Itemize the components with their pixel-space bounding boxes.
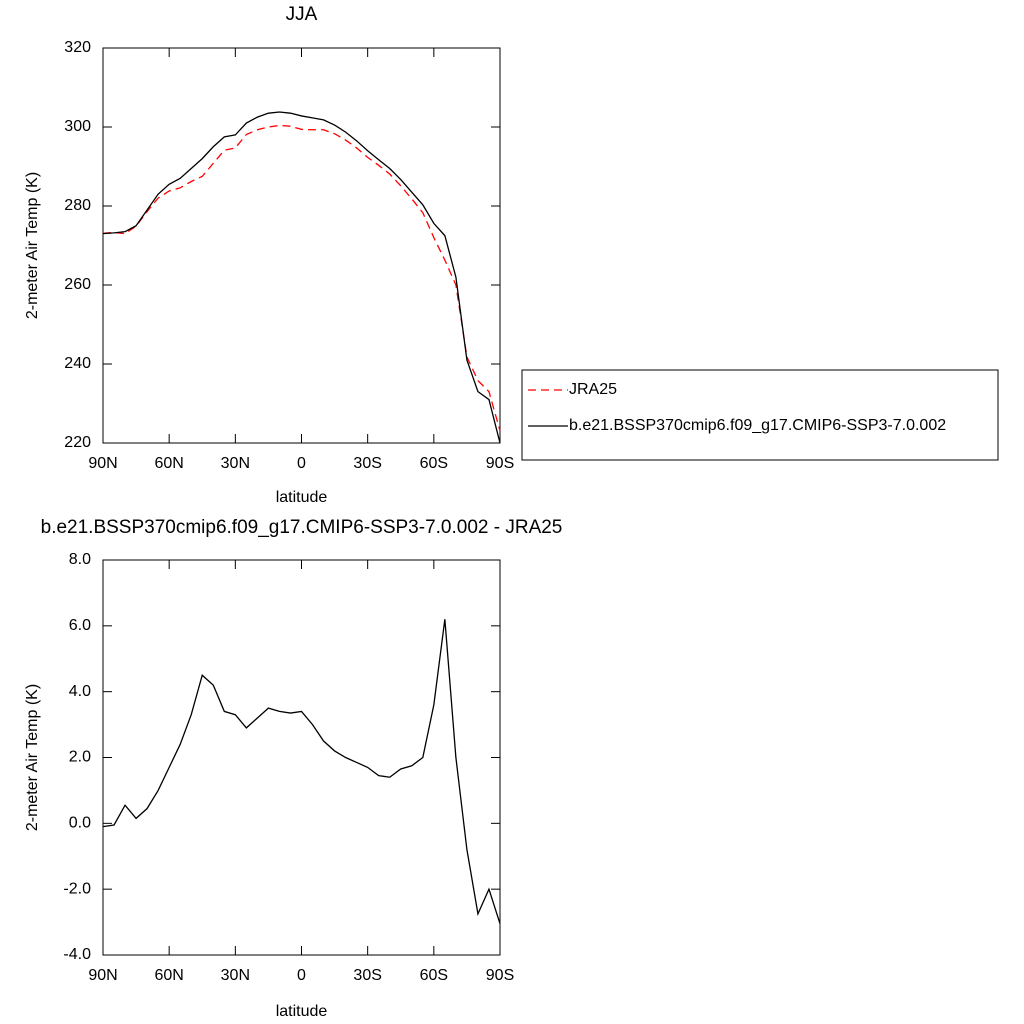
y-tick-label: -2.0 — [63, 880, 91, 897]
x-tick-label: 90S — [486, 967, 514, 984]
y-tick-label: 220 — [64, 434, 91, 451]
plot-frame — [102, 559, 501, 956]
y-tick-label: -4.0 — [63, 946, 91, 963]
x-tick-label: 60S — [420, 455, 448, 472]
y-axis-label: 2-meter Air Temp (K) — [24, 684, 41, 831]
data-line — [102, 111, 501, 444]
data-line — [102, 619, 501, 924]
chart-title: b.e21.BSSP370cmip6.f09_g17.CMIP6-SSP3-7.… — [41, 517, 563, 538]
legend-label: JRA25 — [569, 381, 617, 398]
y-tick-label: 240 — [64, 355, 91, 372]
y-tick-label: 2.0 — [69, 749, 91, 766]
y-axis-label: 2-meter Air Temp (K) — [24, 172, 41, 319]
x-tick-label: 90N — [88, 455, 117, 472]
legend-label: b.e21.BSSP370cmip6.f09_g17.CMIP6-SSP3-7.… — [569, 417, 946, 434]
x-tick-label: 60N — [154, 967, 183, 984]
x-tick-label: 30S — [353, 455, 381, 472]
plot-frame — [102, 47, 501, 444]
y-tick-label: 300 — [64, 118, 91, 135]
chart-title: JJA — [286, 4, 318, 25]
x-tick-label: 30S — [353, 967, 381, 984]
x-tick-label: 90S — [486, 455, 514, 472]
x-tick-label: 60S — [420, 967, 448, 984]
y-tick-label: 320 — [64, 39, 91, 56]
x-tick-label: 60N — [154, 455, 183, 472]
y-tick-label: 0.0 — [69, 815, 91, 832]
y-tick-label: 8.0 — [69, 551, 91, 568]
y-tick-label: 6.0 — [69, 617, 91, 634]
y-tick-label: 4.0 — [69, 683, 91, 700]
legend-box — [521, 369, 999, 461]
x-tick-label: 0 — [297, 967, 306, 984]
x-tick-label: 90N — [88, 967, 117, 984]
data-line — [102, 124, 501, 431]
y-tick-label: 280 — [64, 197, 91, 214]
x-tick-label: 30N — [221, 455, 250, 472]
x-axis-label: latitude — [276, 489, 328, 506]
y-tick-label: 260 — [64, 276, 91, 293]
x-axis-label: latitude — [276, 1003, 328, 1020]
x-tick-label: 30N — [221, 967, 250, 984]
x-tick-label: 0 — [297, 455, 306, 472]
